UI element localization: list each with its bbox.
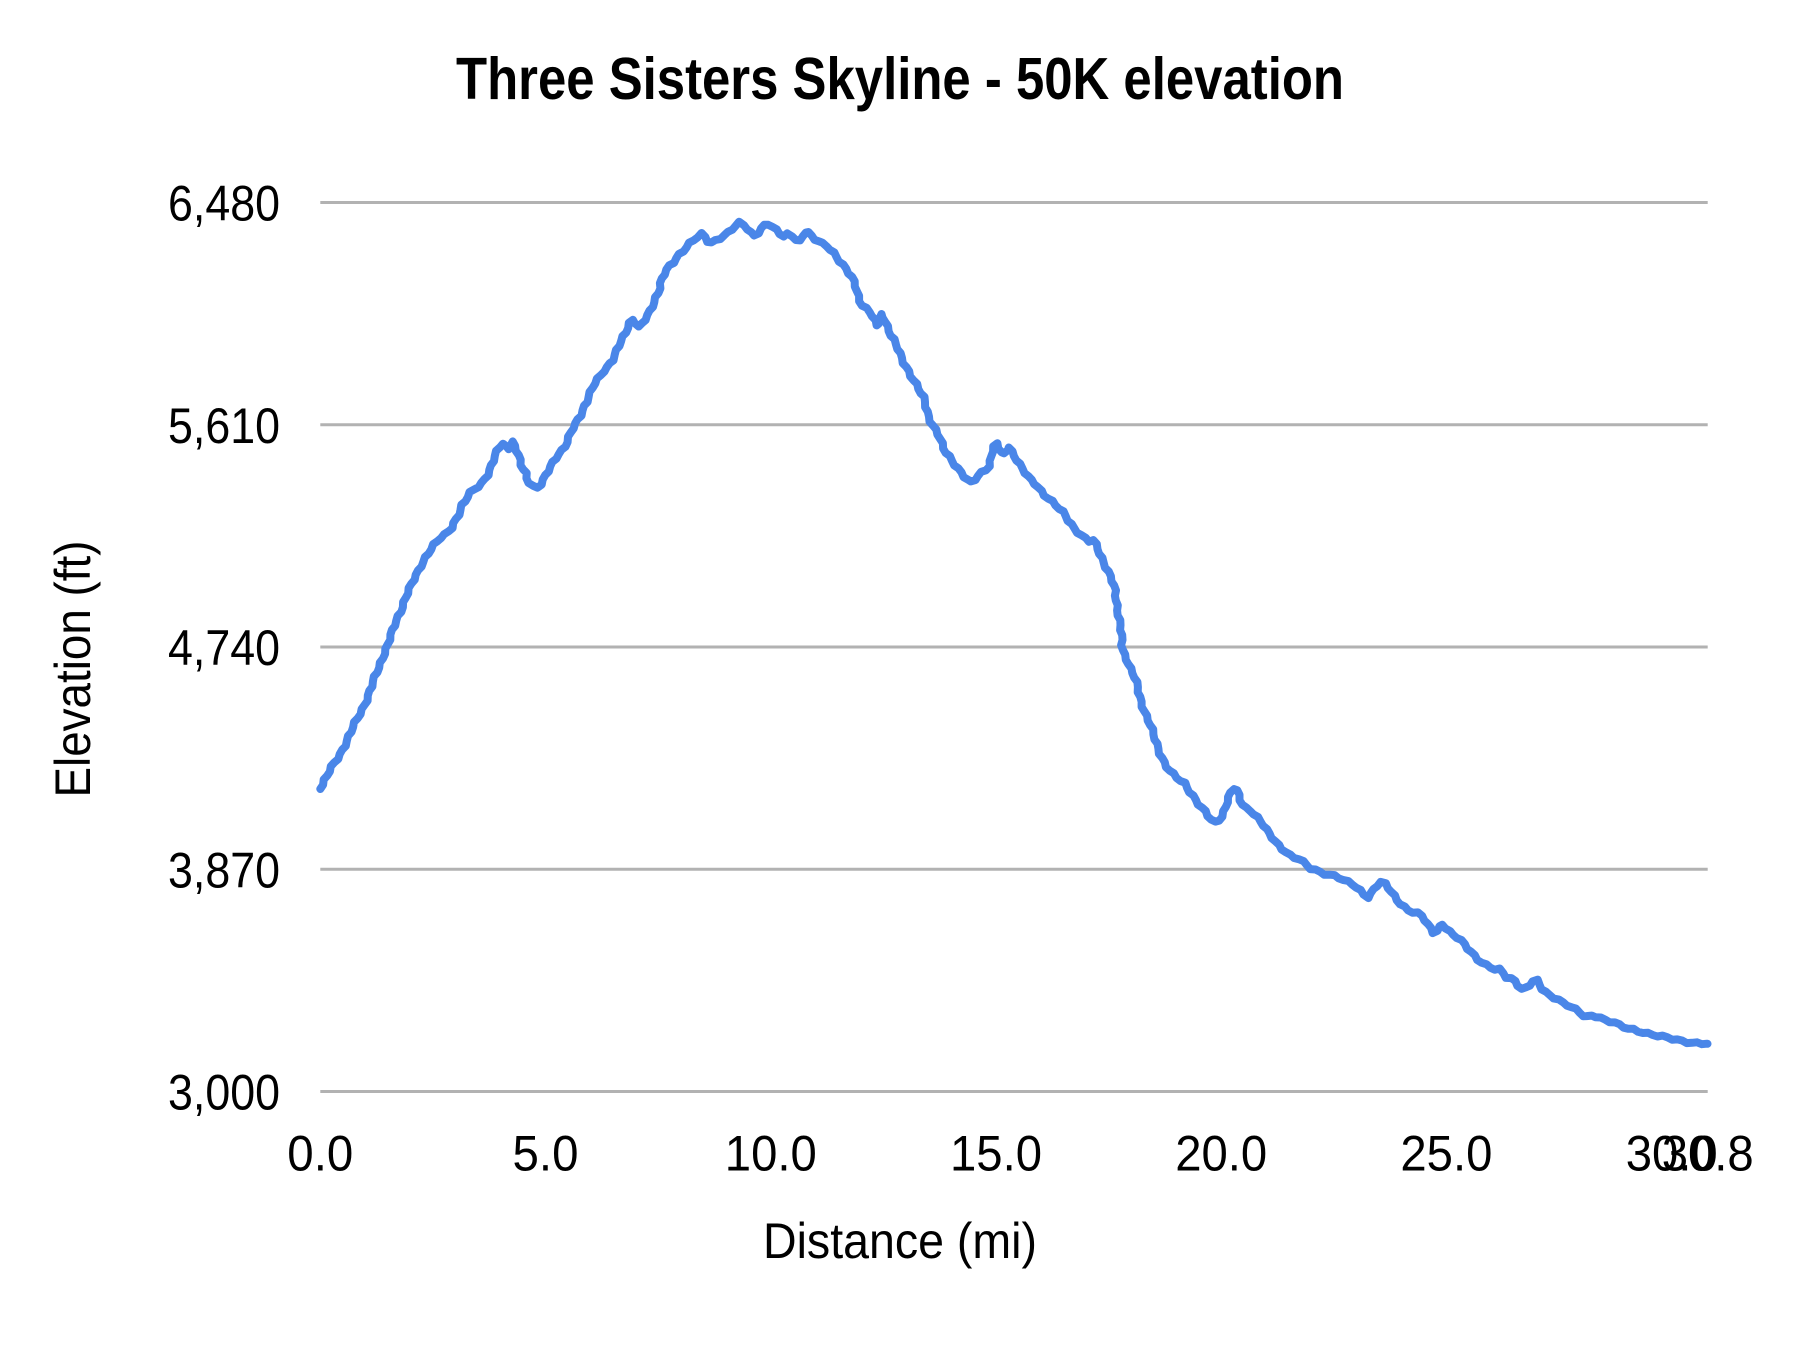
svg-text:30.8: 30.8 <box>1662 1126 1754 1182</box>
svg-text:5,610: 5,610 <box>168 398 280 454</box>
svg-text:25.0: 25.0 <box>1400 1126 1492 1182</box>
svg-text:6,480: 6,480 <box>168 176 280 232</box>
svg-text:30.0: 30.0 <box>1626 1126 1718 1182</box>
svg-text:0.0: 0.0 <box>287 1126 353 1182</box>
svg-text:3,000: 3,000 <box>168 1065 280 1121</box>
svg-text:Three Sisters Skyline - 50K el: Three Sisters Skyline - 50K elevation <box>456 46 1344 112</box>
svg-text:Distance (mi): Distance (mi) <box>763 1213 1037 1269</box>
svg-text:10.0: 10.0 <box>725 1126 817 1182</box>
svg-text:5.0: 5.0 <box>513 1126 579 1182</box>
svg-text:20.0: 20.0 <box>1175 1126 1267 1182</box>
svg-text:3,870: 3,870 <box>168 843 280 899</box>
svg-text:Elevation (ft): Elevation (ft) <box>45 541 101 798</box>
svg-text:15.0: 15.0 <box>950 1126 1042 1182</box>
svg-text:4,740: 4,740 <box>168 620 280 676</box>
